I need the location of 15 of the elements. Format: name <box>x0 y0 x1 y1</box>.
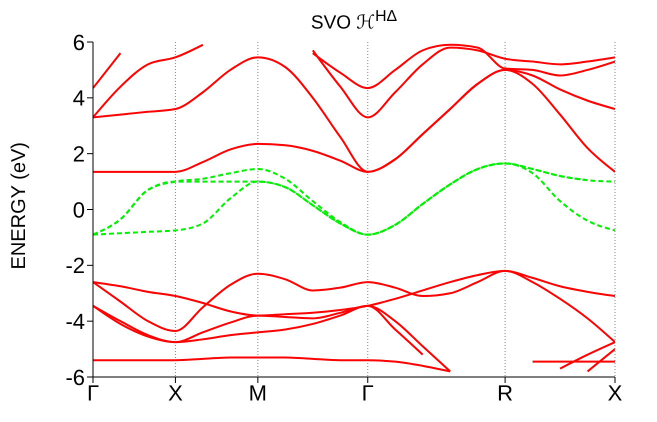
y-tick-label: 4 <box>72 86 85 111</box>
x-tick-label: Γ <box>86 380 100 406</box>
x-tick-label: X <box>608 380 623 406</box>
y-tick-label: 0 <box>72 197 85 222</box>
y-tick-label: -6 <box>65 364 85 390</box>
y-tick-label: 2 <box>72 141 85 166</box>
chart-title: SVO ℋ$^{HΔ}$ <box>310 8 398 34</box>
x-tick-label: X <box>168 380 184 406</box>
y-tick-label: -2 <box>65 253 85 278</box>
x-tick-label: Γ <box>362 380 374 406</box>
y-tick-label: 6 <box>72 30 85 55</box>
y-tick-label: -4 <box>65 308 85 334</box>
x-tick-label: R <box>497 380 514 406</box>
x-tick-label: M <box>248 380 268 406</box>
y-axis-title: ENERGY (eV) <box>8 142 30 270</box>
